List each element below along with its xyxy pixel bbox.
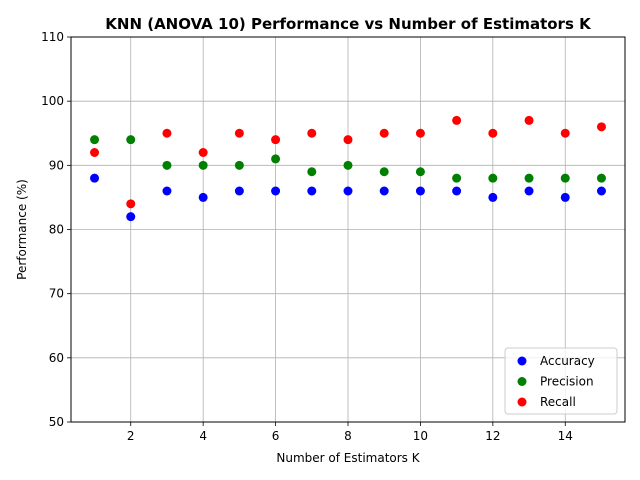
accuracy-point <box>560 192 570 202</box>
x-tick-label: 4 <box>199 429 207 443</box>
accuracy-point <box>126 212 136 222</box>
x-tick-label: 2 <box>127 429 135 443</box>
accuracy-point <box>234 186 244 196</box>
precision-point <box>343 160 353 170</box>
legend-marker <box>517 397 527 407</box>
x-axis-label: Number of Estimators K <box>276 451 420 465</box>
accuracy-point <box>415 186 425 196</box>
y-tick-label: 60 <box>49 351 64 365</box>
axis-ticks: 2 4 6 8 10 12 14 50 60 70 80 90 100 110 <box>41 30 573 443</box>
recall-point <box>379 128 389 138</box>
y-tick-label: 70 <box>49 287 64 301</box>
y-tick-label: 110 <box>41 30 64 44</box>
recall-point <box>596 122 606 132</box>
legend-marker <box>517 356 527 366</box>
precision-point <box>596 173 606 183</box>
x-tick-label: 10 <box>413 429 428 443</box>
recall-point <box>126 199 136 209</box>
legend-marker <box>517 377 527 386</box>
accuracy-point <box>379 186 389 196</box>
y-tick-label: 100 <box>41 94 64 108</box>
legend-box <box>504 347 618 415</box>
precision-point <box>271 154 281 164</box>
recall-point <box>524 115 534 125</box>
precision-point <box>198 160 208 170</box>
precision-point <box>524 173 534 183</box>
precision-point <box>162 160 172 170</box>
recall-point <box>452 115 462 125</box>
accuracy-point <box>271 186 281 196</box>
recall-point <box>271 135 281 145</box>
y-axis-label: Performance (%) <box>15 179 29 280</box>
recall-point <box>90 148 100 157</box>
precision-point <box>560 173 570 183</box>
accuracy-point <box>198 192 208 202</box>
recall-point <box>415 128 425 138</box>
x-tick-label: 14 <box>558 429 573 443</box>
accuracy-point <box>524 186 534 196</box>
x-tick-label: 6 <box>272 429 280 443</box>
recall-point <box>343 135 353 145</box>
legend-label-accuracy: Accuracy <box>540 354 595 368</box>
precision-point <box>488 173 498 183</box>
precision-point <box>90 135 100 145</box>
data-points <box>90 115 606 222</box>
accuracy-point <box>90 173 100 183</box>
precision-point <box>452 173 462 183</box>
precision-point <box>234 160 244 170</box>
accuracy-point <box>596 186 606 196</box>
legend-label-precision: Precision <box>540 375 594 389</box>
recall-point <box>234 128 244 138</box>
precision-point <box>415 167 425 177</box>
x-tick-label: 12 <box>485 429 500 443</box>
legend: Accuracy Precision Recall <box>504 347 618 415</box>
legend-label-recall: Recall <box>540 395 576 409</box>
recall-point <box>162 128 172 138</box>
precision-point <box>307 167 317 177</box>
precision-point <box>126 135 136 145</box>
accuracy-point <box>162 186 172 196</box>
accuracy-point <box>488 192 498 202</box>
recall-point <box>488 128 498 138</box>
accuracy-point <box>452 186 462 196</box>
y-tick-label: 50 <box>49 415 64 429</box>
precision-point <box>379 167 389 177</box>
x-tick-label: 8 <box>344 429 352 443</box>
recall-point <box>307 128 317 138</box>
chart-title: KNN (ANOVA 10) Performance vs Number of … <box>105 15 592 33</box>
recall-point <box>198 148 208 157</box>
accuracy-point <box>343 186 353 196</box>
y-tick-label: 80 <box>49 223 64 237</box>
recall-point <box>560 128 570 138</box>
y-tick-label: 90 <box>49 158 64 172</box>
accuracy-point <box>307 186 317 196</box>
